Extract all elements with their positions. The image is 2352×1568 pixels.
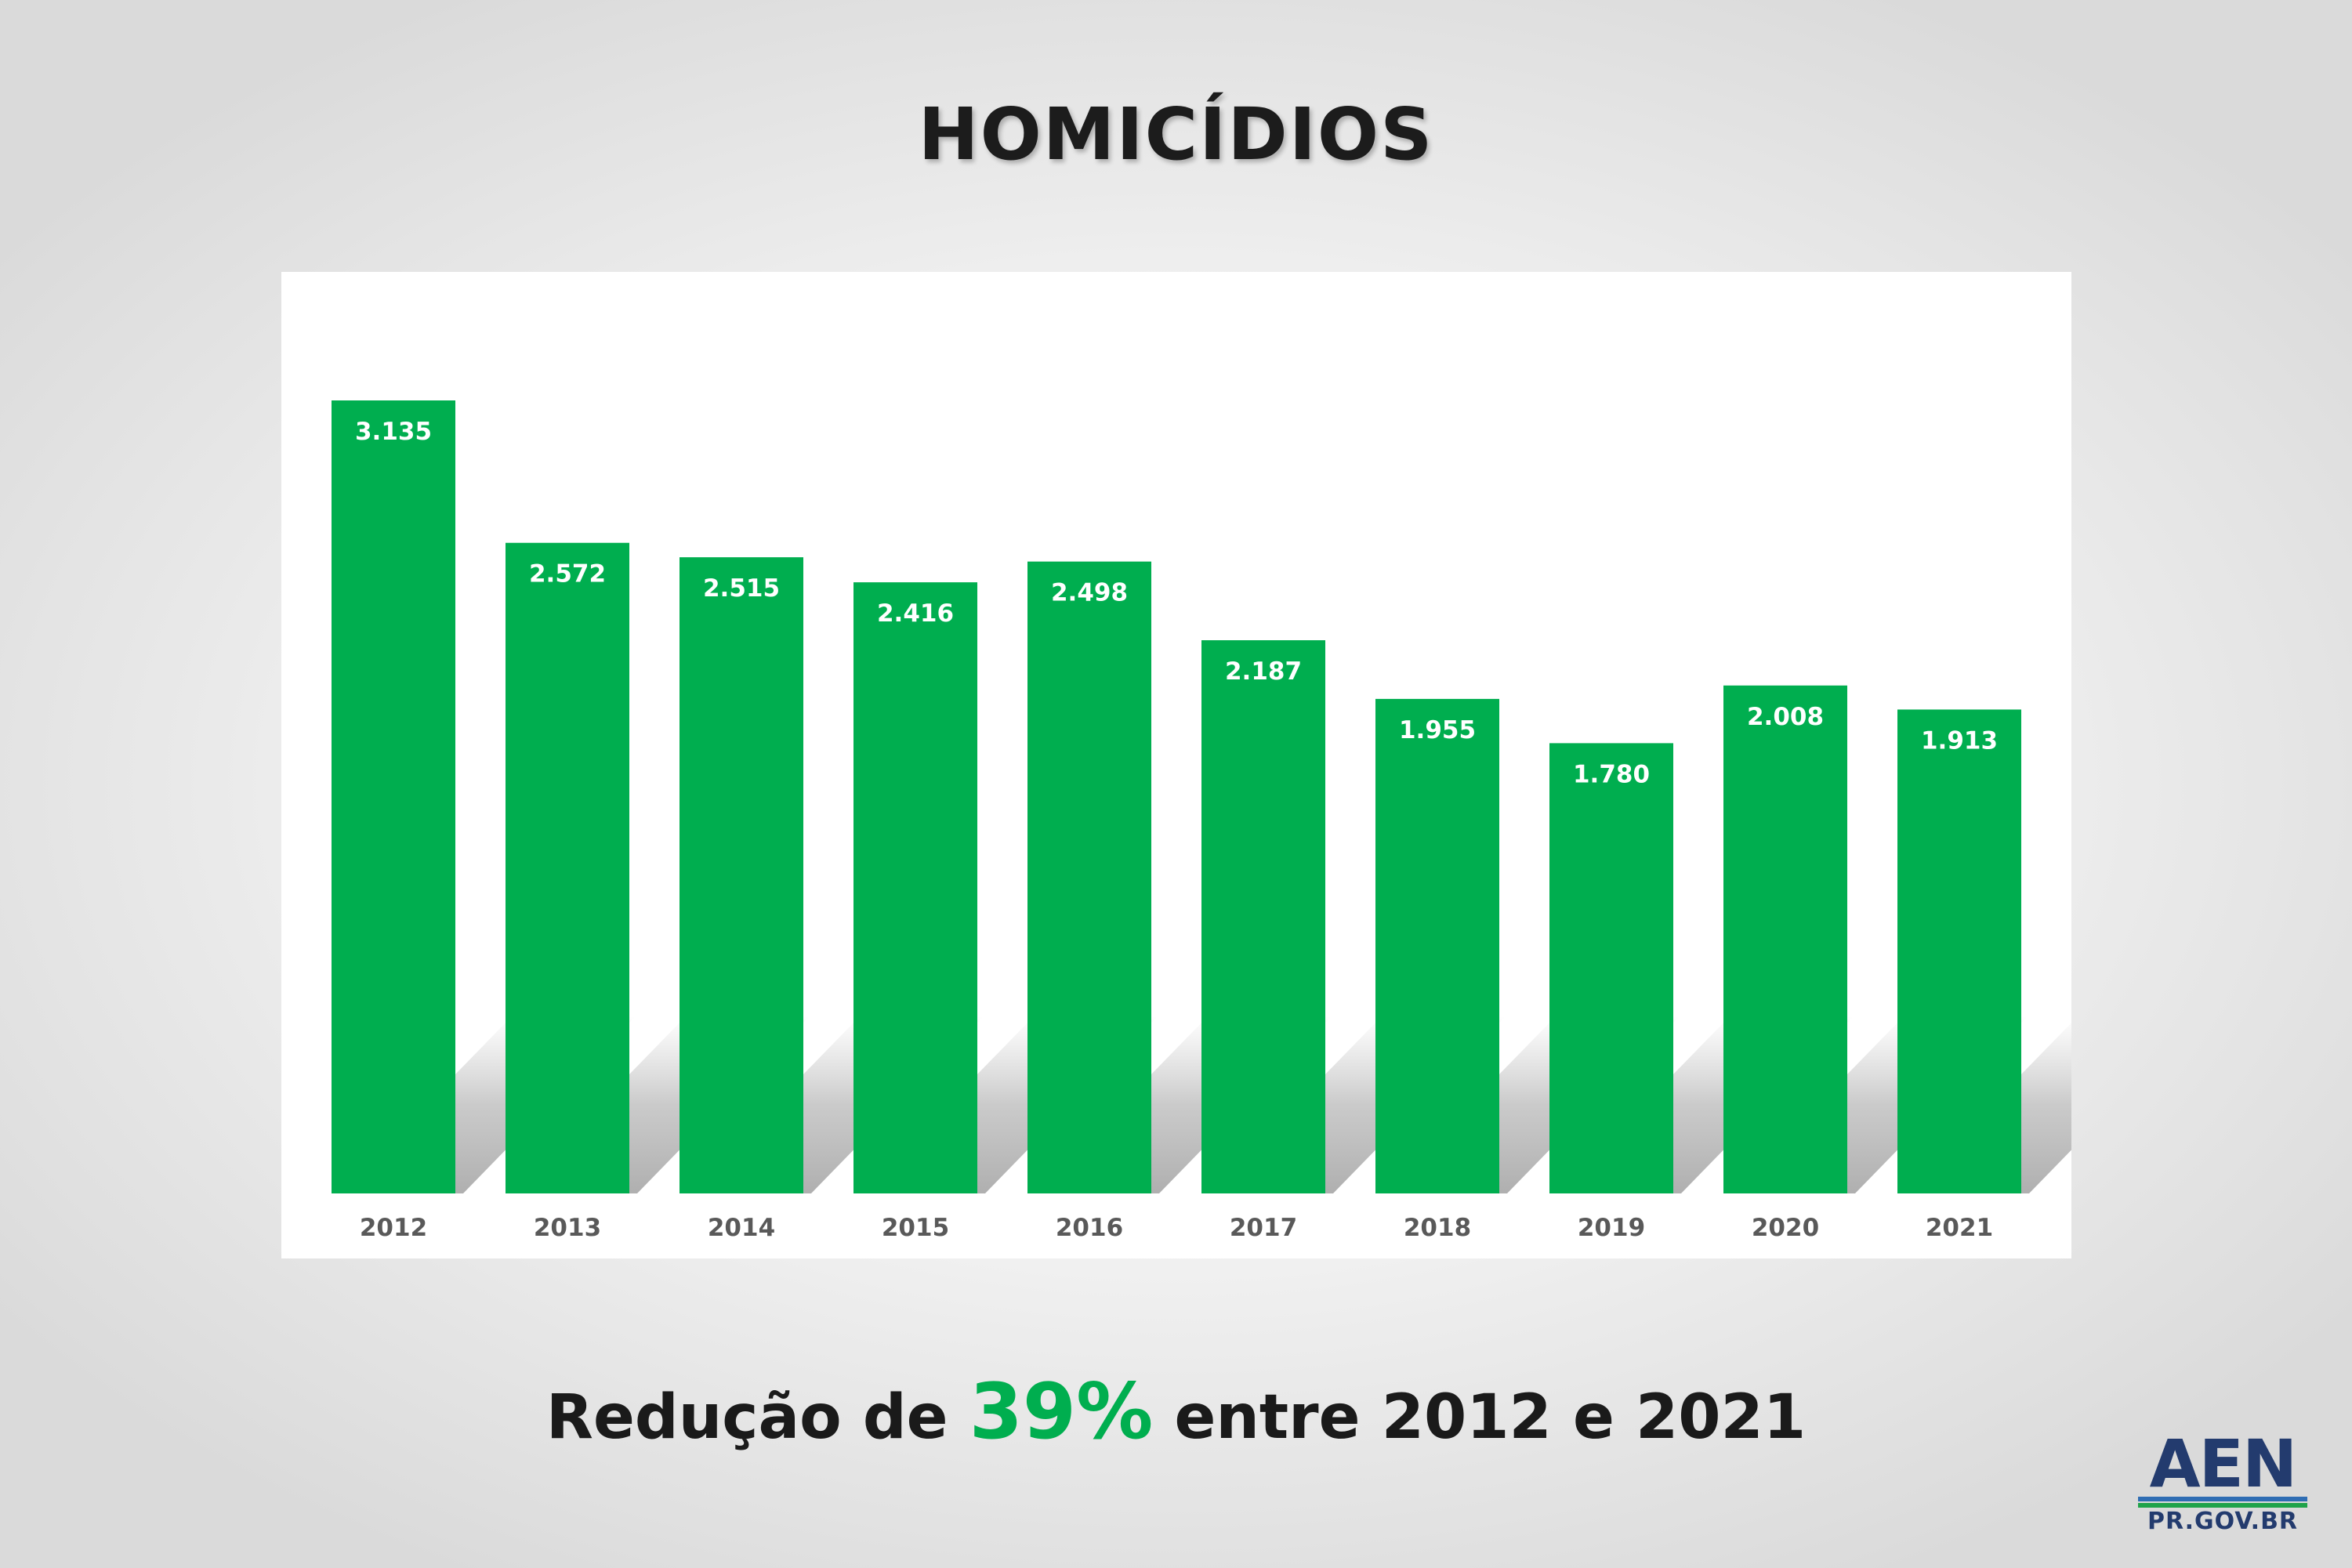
x-tick-label-2015: 2015 bbox=[882, 1214, 949, 1242]
subtitle-text-before: Redução de bbox=[545, 1382, 969, 1453]
x-tick-label-2018: 2018 bbox=[1404, 1214, 1471, 1242]
bar-value-label-2014: 2.515 bbox=[703, 574, 780, 603]
x-tick-label-2016: 2016 bbox=[1056, 1214, 1123, 1242]
bar-2020 bbox=[1723, 685, 1847, 1193]
subtitle-text-after: entre 2012 e 2021 bbox=[1153, 1382, 1807, 1453]
bar-value-label-2019: 1.780 bbox=[1573, 760, 1650, 788]
subtitle-highlight-percent: 39% bbox=[969, 1367, 1154, 1457]
bar-value-label-2017: 2.187 bbox=[1225, 657, 1302, 686]
x-tick-label-2021: 2021 bbox=[1926, 1214, 1993, 1242]
logo-mark: AEN bbox=[2149, 1425, 2298, 1502]
bar-value-labels: 3.135 2.572 2.515 2.416 2.498 2.187 1.955 1.780… bbox=[355, 418, 1998, 788]
bar-value-label-2012: 3.135 bbox=[355, 418, 432, 446]
bar-value-label-2021: 1.913 bbox=[1921, 726, 1998, 755]
x-axis-tick-labels: 2012 2013 2014 2015 2016 2017 2018 2019 2020 2021 bbox=[360, 1214, 1993, 1242]
bar-value-label-2015: 2.416 bbox=[877, 599, 954, 628]
x-tick-label-2019: 2019 bbox=[1578, 1214, 1645, 1242]
bars bbox=[332, 400, 2021, 1193]
bar-2017 bbox=[1201, 640, 1325, 1193]
bar-2015 bbox=[853, 582, 977, 1193]
bar-2016 bbox=[1027, 561, 1151, 1193]
logo-domain: PR.GOV.BR bbox=[2147, 1508, 2299, 1535]
x-tick-label-2020: 2020 bbox=[1752, 1214, 1819, 1242]
bar-2012 bbox=[332, 400, 455, 1193]
bar-2021 bbox=[1897, 709, 2021, 1193]
bar-value-label-2016: 2.498 bbox=[1051, 579, 1128, 607]
page-title: HOMICÍDIOS bbox=[918, 92, 1434, 176]
bar-2014 bbox=[680, 557, 803, 1193]
subtitle: Redução de 39% entre 2012 e 2021 bbox=[0, 1367, 2352, 1457]
bar-2019 bbox=[1549, 743, 1673, 1193]
bar-value-label-2013: 2.572 bbox=[529, 560, 606, 588]
bar-2018 bbox=[1375, 698, 1499, 1193]
logo-stripes bbox=[2138, 1497, 2307, 1508]
bar-chart: 3.135 2.572 2.515 2.416 2.498 2.187 1.955 1.780… bbox=[332, 400, 2071, 1242]
x-tick-label-2013: 2013 bbox=[534, 1214, 601, 1242]
bar-value-label-2020: 2.008 bbox=[1747, 703, 1824, 731]
x-tick-label-2017: 2017 bbox=[1230, 1214, 1297, 1242]
chart-panel: 3.135 2.572 2.515 2.416 2.498 2.187 1.955 1.780… bbox=[281, 272, 2071, 1258]
x-tick-label-2014: 2014 bbox=[708, 1214, 775, 1242]
bar-2013 bbox=[506, 542, 629, 1193]
aen-logo: AEN PR.GOV.BR bbox=[2138, 1425, 2307, 1535]
bar-value-label-2018: 1.955 bbox=[1399, 716, 1476, 744]
x-tick-label-2012: 2012 bbox=[360, 1214, 427, 1242]
